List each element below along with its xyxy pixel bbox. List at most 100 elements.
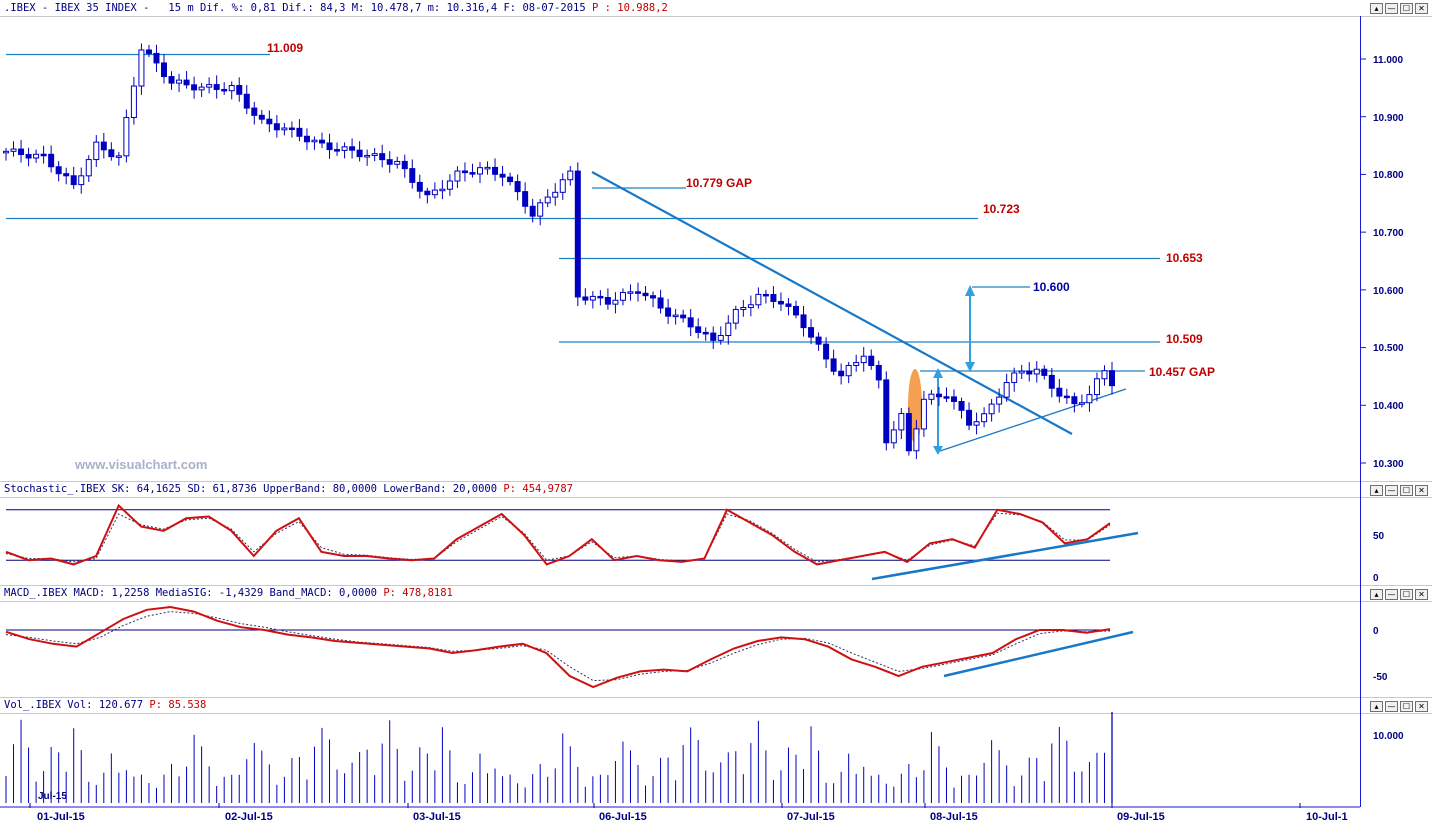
candle-body <box>642 292 649 297</box>
candle-body <box>1063 395 1070 399</box>
chart-header-bar: .IBEX - IBEX 35 INDEX - 15 m Dif. %: 0,8… <box>0 0 1432 17</box>
candle-body <box>650 295 657 299</box>
candle-body <box>33 153 40 159</box>
candle-body <box>409 168 416 183</box>
macd-signal-line <box>5 611 1111 682</box>
candle-body <box>559 179 566 193</box>
candle-body <box>364 154 371 158</box>
candle-body <box>1101 370 1108 380</box>
candle-body <box>762 293 769 297</box>
candle-body <box>236 85 243 95</box>
candle-body <box>1011 372 1018 384</box>
candle-body <box>221 88 228 92</box>
candle-body <box>973 421 980 426</box>
candle-body <box>710 332 717 341</box>
candle-body <box>379 153 386 161</box>
candle-body <box>845 364 852 377</box>
candle-body <box>303 135 310 143</box>
candle-body <box>537 202 544 217</box>
candle-body <box>868 355 875 366</box>
volume-tick-10000: 10.000 <box>1373 731 1404 742</box>
candle-body <box>935 393 942 398</box>
stochastic-tick-50: 50 <box>1373 531 1385 542</box>
candle-body <box>469 172 476 175</box>
candle-body <box>574 170 581 298</box>
candle-body <box>319 139 325 144</box>
candle-body <box>341 146 348 151</box>
minimize-button[interactable]: — <box>1385 3 1398 14</box>
candle-body <box>619 291 626 301</box>
stochastic-title: Stochastic_.IBEX SK: 64,1625 SD: 61,8736… <box>4 483 573 495</box>
candle-body <box>499 173 506 178</box>
watermark: www.visualchart.com <box>74 457 207 472</box>
candle-body <box>740 307 747 310</box>
price-tick-10800: 10.800 <box>1373 170 1404 181</box>
candle-body <box>589 295 596 301</box>
date-label-01-jul: 01-Jul-15 <box>37 811 85 823</box>
candle-body <box>228 85 235 92</box>
close-button[interactable]: ✕ <box>1415 3 1428 14</box>
candle-body <box>356 149 363 158</box>
scroll-up-button[interactable]: ▴ <box>1370 3 1383 14</box>
candle-body <box>1071 396 1078 405</box>
stochastic-close-button[interactable]: ✕ <box>1415 485 1428 496</box>
stochastic-tick-0: 0 <box>1373 573 1379 584</box>
target-10600-label: 10.600 <box>1033 280 1070 294</box>
candle-body <box>115 155 122 158</box>
candle-body <box>3 150 9 154</box>
macd-header-bar: MACD_.IBEX MACD: 1,2258 MediaSIG: -1,432… <box>0 585 1432 602</box>
candle-body <box>168 76 175 84</box>
candle-body <box>725 322 732 336</box>
candle-body <box>860 355 867 364</box>
candle-body <box>522 191 529 207</box>
candle-body <box>672 314 679 318</box>
volume-close-button[interactable]: ✕ <box>1415 701 1428 712</box>
macd-title: MACD_.IBEX MACD: 1,2258 MediaSIG: -1,432… <box>4 587 453 599</box>
volume-maximize-button[interactable]: ☐ <box>1400 701 1413 712</box>
volume-panel <box>5 712 1113 803</box>
candle-body <box>198 86 205 91</box>
candle-body <box>770 293 777 302</box>
gap-measure-arrow-head-down <box>933 446 943 455</box>
macd-close-button[interactable]: ✕ <box>1415 589 1428 600</box>
candle-body <box>943 396 950 399</box>
candle-body <box>1109 370 1115 387</box>
candle-body <box>612 299 619 305</box>
volume-minimize-button[interactable]: — <box>1385 701 1398 712</box>
candle-body <box>439 188 446 192</box>
candle-body <box>326 142 333 151</box>
candle-body <box>793 305 799 316</box>
macd-tick-0: 0 <box>1373 626 1379 637</box>
stochastic-sd-line <box>5 512 1111 563</box>
candle-body <box>680 314 687 319</box>
level-10723-label: 10.723 <box>983 202 1020 216</box>
candle-body <box>514 181 521 193</box>
candle-body <box>386 159 393 165</box>
stochastic-scroll-button[interactable]: ▴ <box>1370 485 1383 496</box>
candle-body <box>1086 394 1093 404</box>
price-tick-10400: 10.400 <box>1373 401 1404 412</box>
candle-body <box>875 364 882 381</box>
level-10653-label: 10.653 <box>1166 251 1203 265</box>
candle-body <box>123 117 130 157</box>
candle-body <box>883 379 890 444</box>
maximize-button[interactable]: ☐ <box>1400 3 1413 14</box>
stochastic-maximize-button[interactable]: ☐ <box>1400 485 1413 496</box>
candle-body <box>1048 374 1055 389</box>
macd-tick-minus50: -50 <box>1373 672 1388 683</box>
candle-body <box>920 398 927 430</box>
macd-maximize-button[interactable]: ☐ <box>1400 589 1413 600</box>
macd-scroll-button[interactable]: ▴ <box>1370 589 1383 600</box>
candle-body <box>424 190 431 196</box>
macd-minimize-button[interactable]: — <box>1385 589 1398 600</box>
candle-body <box>18 148 25 156</box>
target-measure-arrow-head-down <box>965 362 975 372</box>
volume-scroll-button[interactable]: ▴ <box>1370 701 1383 712</box>
candle-body <box>597 295 604 299</box>
stochastic-minimize-button[interactable]: — <box>1385 485 1398 496</box>
candle-body <box>55 166 62 175</box>
candle-body <box>431 189 438 196</box>
candle-body <box>243 93 250 109</box>
price-tick-10500: 10.500 <box>1373 343 1404 354</box>
